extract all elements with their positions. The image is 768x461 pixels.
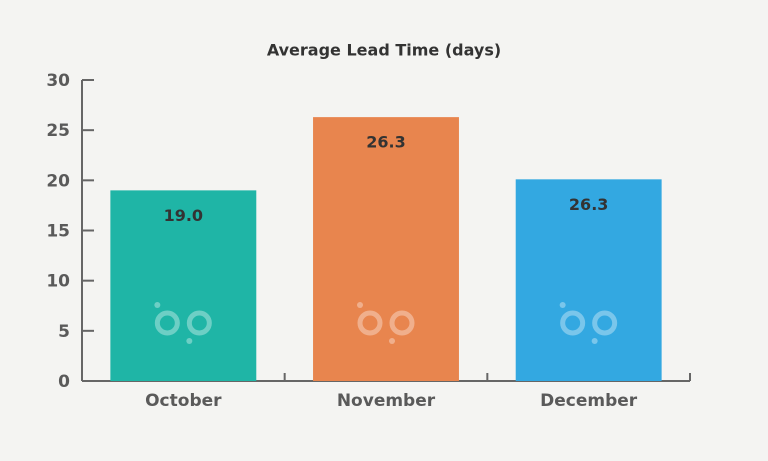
bar (515, 179, 662, 381)
y-tick-label: 15 (46, 222, 70, 242)
x-tick-label: November (337, 391, 436, 411)
chart-title: Average Lead Time (days) (267, 41, 501, 60)
logo-part (592, 310, 618, 336)
logo-part (154, 302, 161, 308)
logo-part (357, 302, 363, 308)
logo-part (389, 310, 415, 336)
y-tick-label: 20 (46, 171, 70, 191)
watermark (357, 302, 415, 344)
bar (110, 190, 257, 381)
logo-part (186, 338, 193, 344)
watermark (559, 302, 618, 344)
watermark (154, 302, 212, 344)
x-tick-label: October (145, 391, 222, 411)
logo-part (186, 310, 212, 336)
logo-part (560, 310, 586, 336)
logo-part (154, 310, 180, 336)
y-tick-label: 25 (46, 121, 70, 141)
data-label: 26.3 (366, 133, 405, 152)
logo-part (559, 302, 566, 308)
logo-part (591, 338, 598, 344)
bar (313, 117, 459, 381)
logo-part (357, 310, 383, 336)
data-label: 19.0 (164, 206, 203, 225)
y-tick-label: 10 (46, 272, 70, 292)
x-tick-label: December (540, 391, 638, 411)
logo-part (389, 338, 395, 344)
y-tick-label: 30 (46, 71, 70, 91)
y-tick-label: 0 (58, 372, 70, 392)
y-tick-label: 5 (58, 322, 70, 342)
data-label: 26.3 (569, 195, 608, 214)
